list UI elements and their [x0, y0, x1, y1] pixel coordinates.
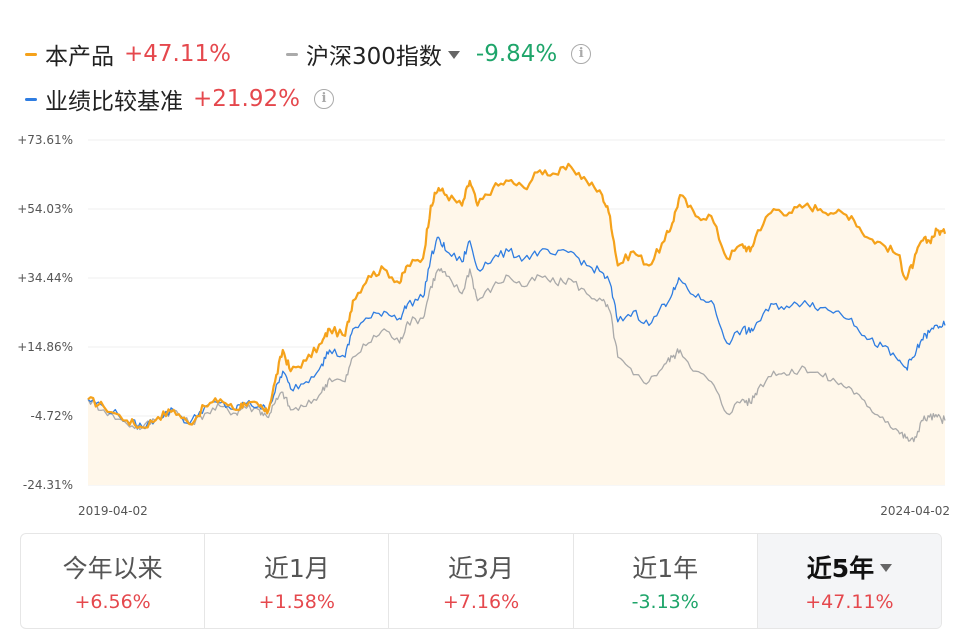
area-fill-product — [88, 163, 945, 485]
tab-label: 近1月 — [263, 554, 330, 583]
legend-item-index[interactable]: 沪深300指数 -9.84% i — [286, 37, 592, 71]
chart-legend: 本产品 +47.11% 沪深300指数 -9.84% i 业绩比较基准 +21.… — [0, 0, 958, 125]
tab-1m[interactable]: 近1月 +1.58% — [205, 534, 390, 628]
legend-label-product: 本产品 — [45, 44, 114, 70]
tab-label: 今年以来 — [62, 554, 163, 583]
legend-swatch-benchmark — [25, 97, 37, 101]
chart-series-lines — [87, 162, 947, 443]
tab-3m[interactable]: 近3月 +7.16% — [389, 534, 574, 628]
tab-value: +7.16% — [442, 591, 520, 613]
legend-item-benchmark[interactable]: 业绩比较基准 +21.92% i — [25, 82, 334, 116]
y-axis-ticks: +73.61% +54.03% +34.44% +14.86% -4.72% -24.31… — [17, 133, 73, 492]
info-icon[interactable]: i — [313, 89, 334, 109]
info-icon[interactable]: i — [571, 44, 592, 64]
legend-value-benchmark: +21.92% — [193, 86, 300, 112]
tab-value: +1.58% — [258, 591, 335, 613]
chart-area-fill — [88, 163, 945, 485]
tab-label: 近1年 — [632, 554, 699, 583]
y-tick-label: -4.72% — [31, 409, 73, 423]
y-tick-label: -24.31% — [23, 478, 73, 492]
y-tick-label: +34.44% — [17, 271, 73, 285]
tab-ytd[interactable]: 今年以来 +6.56% — [21, 534, 206, 628]
tab-value: +6.56% — [74, 591, 151, 613]
period-tabs: 今年以来 +6.56% 近1月 +1.58% 近3月 +7.16% 近1年 -3… — [20, 533, 942, 629]
x-tick-label: 2019-04-02 — [78, 504, 148, 518]
tab-label: 近5年 — [806, 554, 875, 583]
series-line-index — [87, 267, 946, 443]
y-tick-label: +14.86% — [17, 340, 73, 354]
y-tick-label: +54.03% — [17, 202, 73, 216]
chevron-down-icon[interactable] — [447, 51, 460, 59]
x-tick-label: 2024-04-02 — [880, 504, 950, 518]
legend-value-product: +47.11% — [124, 41, 231, 67]
y-tick-label: +73.61% — [17, 133, 73, 147]
tab-5y[interactable]: 近5年 +47.11% — [757, 534, 941, 628]
series-line-benchmark — [87, 236, 946, 430]
tab-value: -3.13% — [631, 591, 699, 613]
tab-label: 近3月 — [448, 554, 514, 583]
performance-line-chart: +73.61% +54.03% +34.44% +14.86% -4.72% -24.31… — [17, 133, 950, 518]
series-line-product — [87, 162, 947, 429]
legend-swatch-product — [25, 52, 37, 56]
legend-label-benchmark: 业绩比较基准 — [45, 89, 183, 115]
chevron-down-icon[interactable] — [880, 564, 893, 572]
tab-value: +47.11% — [805, 591, 894, 613]
legend-value-index: -9.84% — [475, 41, 558, 67]
tab-1y[interactable]: 近1年 -3.13% — [574, 534, 758, 628]
legend-item-product[interactable]: 本产品 +47.11% — [25, 37, 231, 71]
legend-swatch-index — [286, 52, 298, 56]
x-axis-ticks: 2019-04-02 2024-04-02 — [78, 504, 950, 518]
legend-label-index: 沪深300指数 — [306, 44, 442, 70]
